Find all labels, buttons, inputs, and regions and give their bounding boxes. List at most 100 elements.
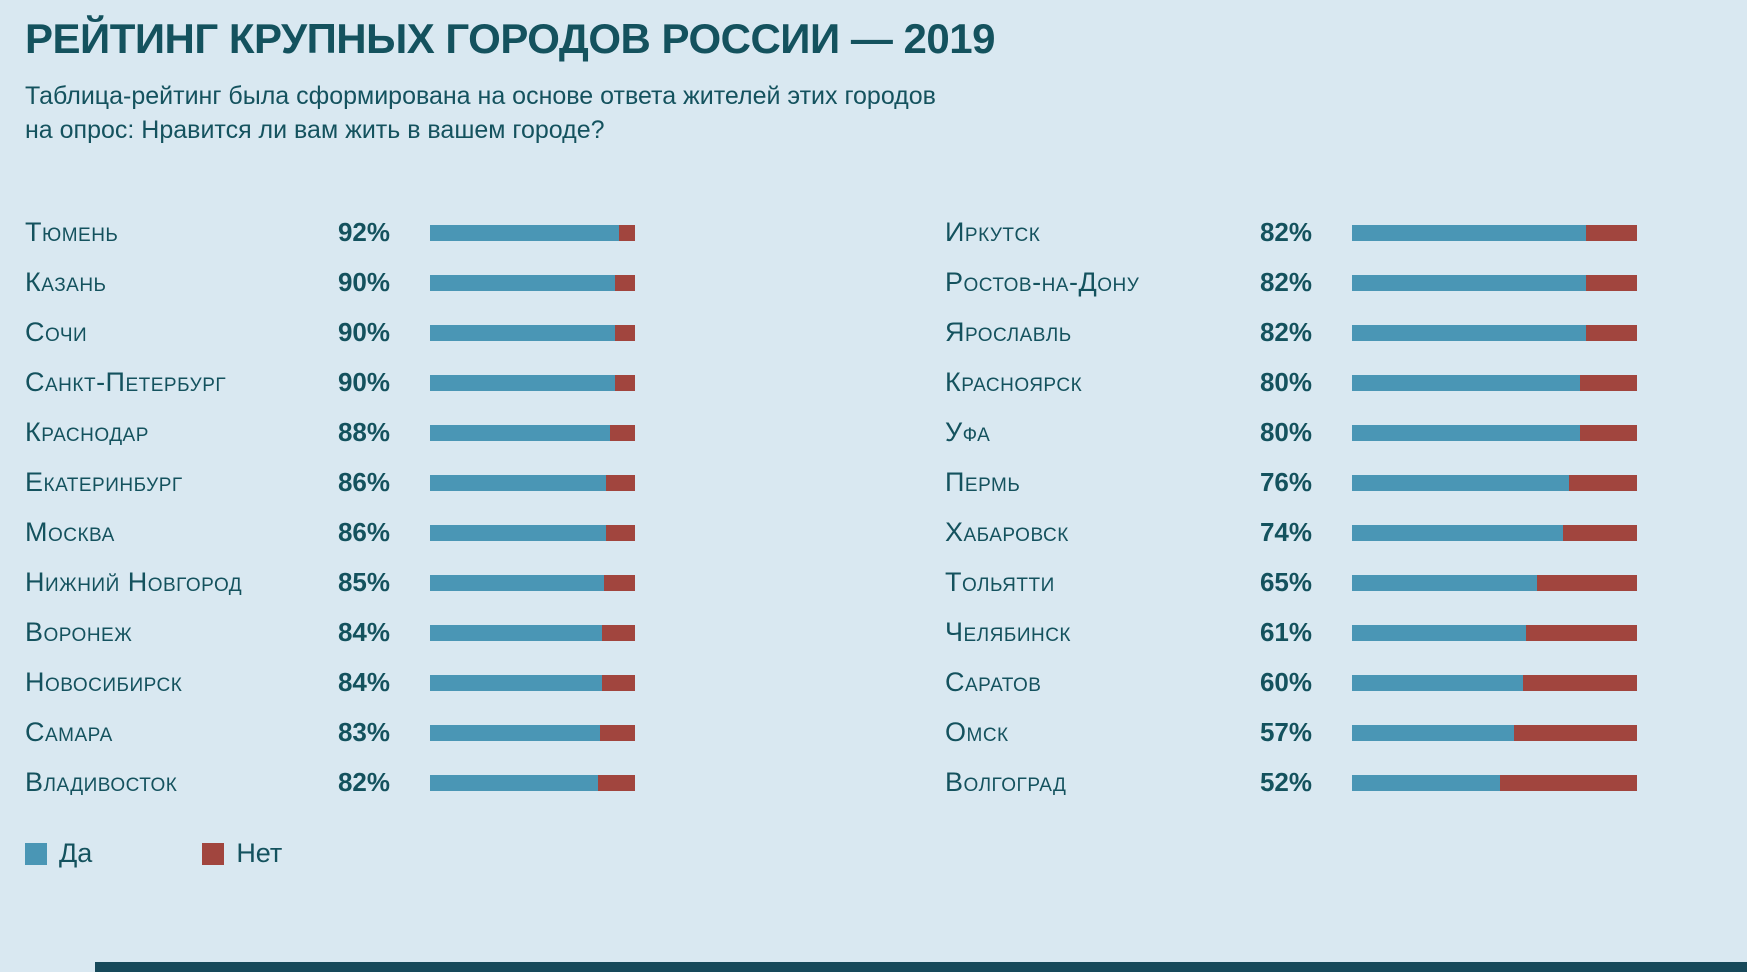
city-row: Екатеринбург 86% [25, 458, 635, 508]
city-row: Новосибирск 84% [25, 658, 635, 708]
rating-bar [430, 624, 635, 641]
city-row: Нижний Новгород 85% [25, 558, 635, 608]
city-label: Тюмень [25, 217, 119, 248]
city-row: Ярославль 82% [945, 308, 1637, 358]
bar-no-segment [1523, 674, 1637, 691]
bar-no-segment [602, 624, 635, 641]
city-label: Казань [25, 267, 107, 298]
rating-bar [1352, 324, 1637, 341]
city-label: Краснодар [25, 417, 149, 448]
bar-yes-segment [1352, 274, 1586, 291]
percent-label: 90% [337, 367, 390, 398]
city-label: Хабаровск [945, 517, 1069, 548]
bar-yes-segment [430, 724, 601, 741]
city-label: Красноярск [945, 367, 1083, 398]
rating-bar [430, 674, 635, 691]
rating-bar [430, 424, 635, 441]
rating-bar [1352, 774, 1637, 791]
bar-no-segment [610, 424, 635, 441]
bar-no-segment [600, 724, 635, 741]
legend: Да Нет [25, 838, 282, 869]
percent-label: 82% [1259, 217, 1312, 248]
bar-no-segment [1580, 374, 1637, 391]
percent-label: 60% [1259, 667, 1312, 698]
bar-yes-segment [1352, 324, 1586, 341]
city-row: Саратов 60% [945, 658, 1637, 708]
bar-no-segment [614, 324, 635, 341]
bar-no-segment [1585, 224, 1637, 241]
bar-yes-segment [430, 424, 611, 441]
bar-no-segment [1500, 774, 1637, 791]
rating-bar [430, 524, 635, 541]
percent-label: 82% [1259, 267, 1312, 298]
bar-yes-segment [1352, 674, 1523, 691]
bar-yes-segment [1352, 774, 1501, 791]
bar-no-segment [1562, 524, 1637, 541]
city-label: Тольятти [945, 567, 1055, 598]
bar-yes-segment [1352, 524, 1563, 541]
percent-label: 82% [1259, 317, 1312, 348]
legend-no-label: Нет [236, 838, 283, 868]
city-label: Ростов-на-Дону [945, 267, 1140, 298]
bar-no-segment [1514, 724, 1637, 741]
percent-label: 88% [337, 417, 390, 448]
city-label: Москва [25, 517, 115, 548]
city-row: Санкт-Петербург 90% [25, 358, 635, 408]
bar-yes-segment [430, 324, 615, 341]
city-row: Краснодар 88% [25, 408, 635, 458]
city-label: Санкт-Петербург [25, 367, 227, 398]
city-row: Тольятти 65% [945, 558, 1637, 608]
bar-no-segment [602, 674, 635, 691]
city-label: Воронеж [25, 617, 133, 648]
percent-label: 90% [337, 267, 390, 298]
bar-yes-segment [430, 274, 615, 291]
bar-yes-segment [430, 224, 619, 241]
bar-yes-segment [430, 774, 599, 791]
percent-label: 90% [337, 317, 390, 348]
bar-no-segment [606, 474, 635, 491]
rating-bar [1352, 474, 1637, 491]
subtitle: Таблица-рейтинг была сформирована на осн… [25, 80, 1747, 148]
city-row: Москва 86% [25, 508, 635, 558]
rating-bar [1352, 424, 1637, 441]
chart-columns: Тюмень 92% Казань 90% Сочи 90% Санкт-Пет… [25, 208, 1747, 808]
city-row: Уфа 80% [945, 408, 1637, 458]
rating-bar [1352, 374, 1637, 391]
percent-label: 83% [337, 717, 390, 748]
percent-label: 84% [337, 617, 390, 648]
bar-yes-segment [1352, 574, 1538, 591]
city-row: Хабаровск 74% [945, 508, 1637, 558]
bar-no-segment [1585, 324, 1637, 341]
right-column: Иркутск 82% Ростов-на-Дону 82% Ярославль… [945, 208, 1637, 808]
percent-label: 82% [337, 767, 390, 798]
bar-no-segment [606, 524, 635, 541]
legend-yes-swatch [25, 842, 47, 865]
percent-label: 84% [337, 667, 390, 698]
bar-yes-segment [430, 624, 603, 641]
city-row: Иркутск 82% [945, 208, 1637, 258]
city-row: Ростов-на-Дону 82% [945, 258, 1637, 308]
city-label: Саратов [945, 667, 1042, 698]
legend-yes-label: Да [59, 838, 93, 868]
legend-no-swatch [202, 842, 225, 865]
bar-yes-segment [1352, 224, 1586, 241]
rating-bar [430, 324, 635, 341]
rating-bar [430, 374, 635, 391]
city-row: Воронеж 84% [25, 608, 635, 658]
percent-label: 52% [1259, 767, 1312, 798]
bar-yes-segment [1352, 474, 1569, 491]
percent-label: 61% [1259, 617, 1312, 648]
city-label: Уфа [945, 417, 991, 448]
city-row: Волгоград 52% [945, 758, 1637, 808]
bar-yes-segment [1352, 724, 1515, 741]
bar-no-segment [604, 574, 635, 591]
bar-no-segment [598, 774, 635, 791]
percent-label: 65% [1259, 567, 1312, 598]
bar-no-segment [1568, 474, 1637, 491]
city-label: Омск [945, 717, 1009, 748]
city-label: Владивосток [25, 767, 178, 798]
city-row: Сочи 90% [25, 308, 635, 358]
bar-yes-segment [1352, 374, 1580, 391]
rating-bar [1352, 574, 1637, 591]
